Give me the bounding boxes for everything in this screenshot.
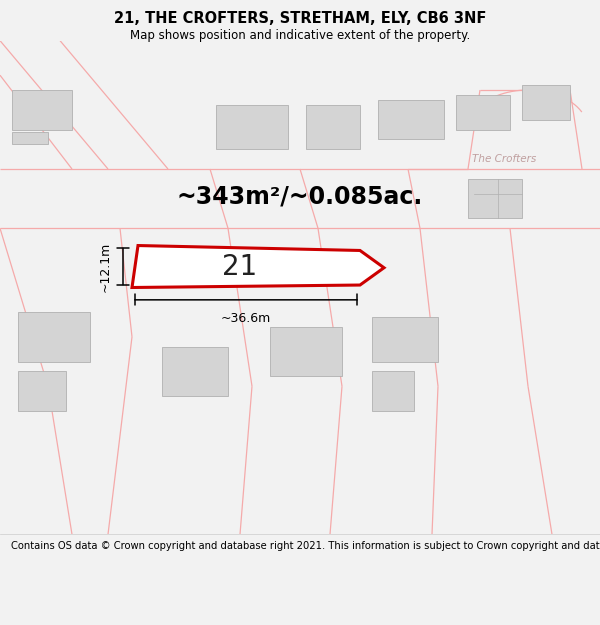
Bar: [468, 179, 522, 218]
Text: 21, THE CROFTERS, STRETHAM, ELY, CB6 3NF: 21, THE CROFTERS, STRETHAM, ELY, CB6 3NF: [114, 11, 486, 26]
Bar: [18, 312, 90, 361]
Text: The Crofters: The Crofters: [472, 154, 536, 164]
Bar: [378, 100, 444, 139]
Polygon shape: [132, 246, 384, 288]
Bar: [372, 317, 438, 361]
Bar: [18, 371, 66, 411]
Bar: [522, 85, 570, 119]
Bar: [372, 371, 414, 411]
Text: ~343m²/~0.085ac.: ~343m²/~0.085ac.: [177, 184, 423, 208]
Bar: [216, 105, 288, 149]
Text: Map shows position and indicative extent of the property.: Map shows position and indicative extent…: [130, 29, 470, 42]
Bar: [306, 105, 360, 149]
Bar: [162, 347, 228, 396]
Text: ~12.1m: ~12.1m: [98, 241, 112, 292]
Text: 21: 21: [223, 253, 257, 281]
Bar: [270, 327, 342, 376]
Text: ~36.6m: ~36.6m: [221, 312, 271, 325]
Text: Contains OS data © Crown copyright and database right 2021. This information is : Contains OS data © Crown copyright and d…: [11, 541, 600, 551]
Bar: [12, 90, 72, 129]
Bar: [12, 132, 48, 144]
Bar: [456, 95, 510, 129]
